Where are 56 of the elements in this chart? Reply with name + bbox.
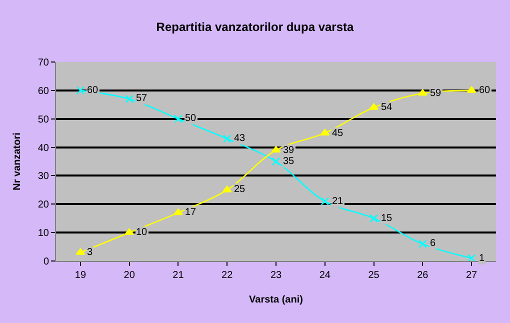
y-tick-label: 70 [38,58,50,68]
y-tick-label: 10 [38,228,50,240]
x-axis-title: Varsta (ani) [249,294,303,306]
data-label: 50 [185,113,197,124]
point [466,86,476,93]
data-label: 39 [283,145,295,156]
data-label: 3 [87,247,93,258]
point [370,214,378,223]
data-label: 60 [87,85,99,96]
point [418,89,428,96]
x-tick-label: 24 [319,270,331,281]
point [320,128,330,136]
data-label: 17 [185,207,197,218]
point [369,103,378,110]
data-label: 59 [430,88,442,99]
point [271,146,281,153]
y-tick-label: 0 [43,256,50,268]
y-tick-label: 40 [38,142,50,154]
x-tick-label: 22 [222,270,234,281]
point [222,134,232,143]
y-tick-label: 20 [38,200,50,211]
data-label: 1 [479,253,485,264]
point [272,157,280,166]
point [467,254,476,262]
data-label: 43 [234,133,246,144]
data-label: 25 [234,184,246,195]
point [124,228,134,235]
x-tick-label: 23 [270,270,282,281]
x-tick-label: 27 [466,270,478,281]
data-label: 15 [381,213,393,224]
y-tick-label: 60 [38,86,50,97]
point [125,94,134,104]
chart-title: Repartitia vanzatorilor dupa varsta [156,20,354,34]
point [174,114,182,124]
data-label: 57 [136,93,148,104]
data-label: 54 [381,102,393,113]
y-tick-label: 30 [38,171,50,182]
data-label: 45 [332,128,344,139]
x-tick-label: 26 [417,270,429,281]
point [174,208,183,216]
point [418,240,427,248]
x-tick-label: 25 [368,270,380,281]
data-label: 60 [479,85,491,96]
data-label: 35 [283,156,295,167]
data-label: 21 [332,196,344,207]
point [222,186,232,192]
data-label: 10 [136,227,148,238]
point [320,197,330,206]
data-label: 6 [430,238,436,249]
point [76,248,86,255]
y-tick-label: 50 [38,114,50,126]
x-tick-label: 20 [124,270,136,281]
x-tick-label: 19 [74,270,86,281]
point [76,86,85,95]
y-axis-title: Nr vanzatori [12,132,23,190]
x-tick-label: 21 [172,270,184,281]
